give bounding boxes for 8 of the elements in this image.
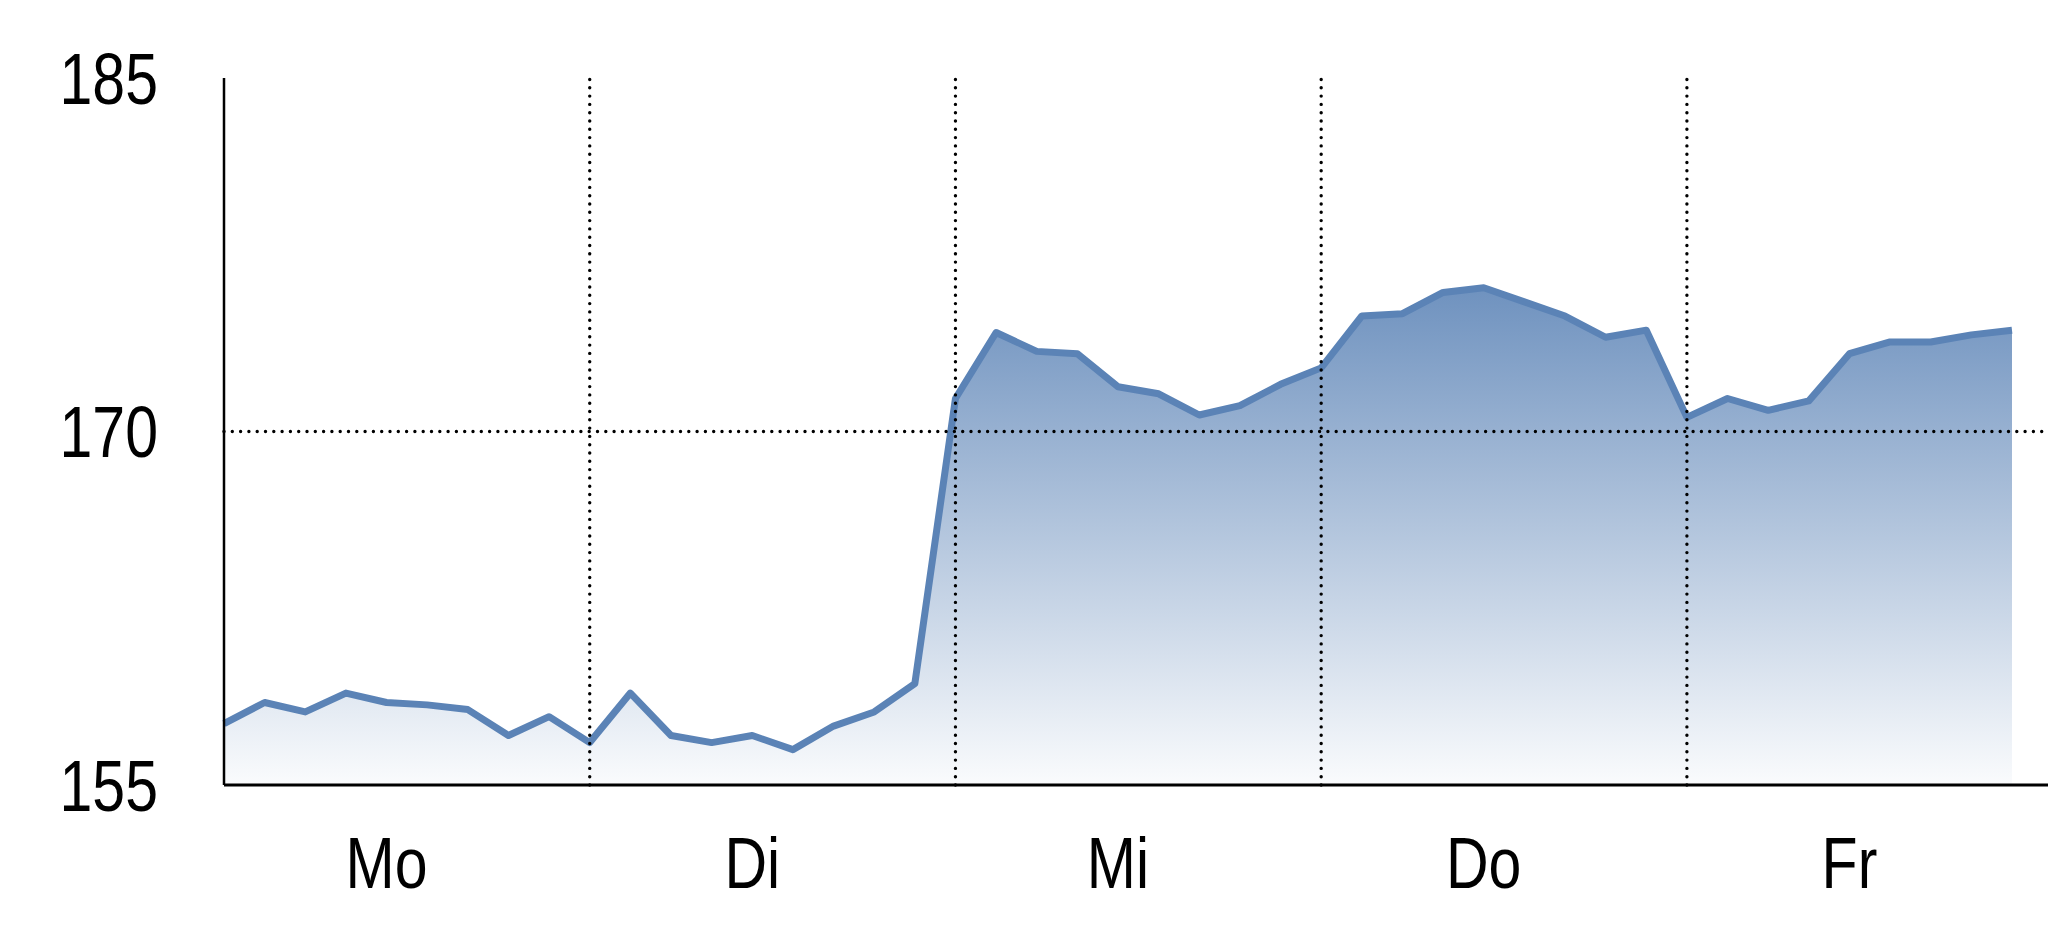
y-tick-label: 185 [59,38,158,120]
y-tick-label: 155 [59,745,158,827]
x-tick-label: Mo [345,822,428,904]
x-tick-label: Mi [1086,822,1150,904]
x-tick-label: Fr [1821,822,1878,904]
y-tick-label: 170 [59,391,158,473]
x-tick-label: Di [724,822,781,904]
x-tick-label: Do [1445,822,1522,904]
